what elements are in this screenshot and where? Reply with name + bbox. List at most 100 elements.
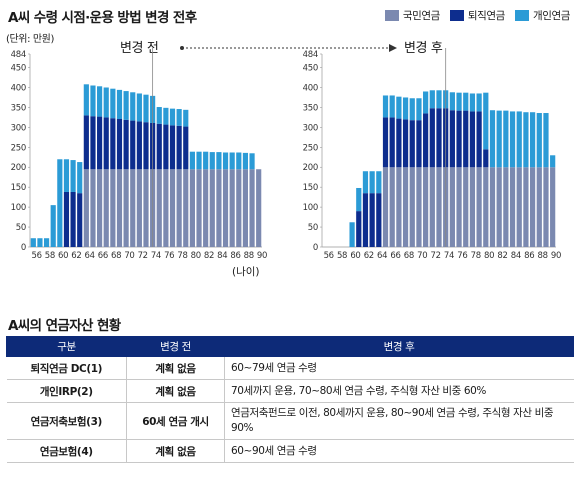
bar-segment <box>516 167 522 247</box>
bar-segment <box>203 169 209 247</box>
bar-segment <box>543 167 549 247</box>
bar-segment <box>176 125 182 170</box>
bar-segment <box>136 121 142 170</box>
bar-segment <box>416 167 422 247</box>
bar-segment <box>483 167 489 247</box>
bar-segment <box>37 238 43 247</box>
bar-segment <box>183 126 189 170</box>
bar-segment <box>449 110 455 168</box>
bar-segment <box>103 87 109 118</box>
row-after: 60~79세 연금 수령 <box>224 356 574 380</box>
x-tick-label: 82 <box>204 251 214 261</box>
row-name: 퇴직연금 DC(1) <box>6 356 127 380</box>
bar-segment <box>376 193 382 247</box>
y-tick-label: 150 <box>303 183 318 193</box>
x-tick-label: 76 <box>164 251 174 261</box>
x-tick-label: 84 <box>217 251 227 261</box>
row-after: 70세까지 운용, 70~80세 연금 수령, 주식형 자산 비중 60% <box>224 379 574 403</box>
row-before: 계획 없음 <box>126 356 225 380</box>
bar-segment <box>236 169 242 247</box>
bar-segment <box>156 123 162 170</box>
row-before: 계획 없음 <box>126 439 225 463</box>
bar-segment <box>382 117 389 168</box>
bar-segment <box>396 118 402 168</box>
x-tick-label: 90 <box>257 251 267 261</box>
y-tick-label: 0 <box>21 243 26 253</box>
legend-swatch-retirement <box>449 10 464 21</box>
x-tick-label: 64 <box>85 251 95 261</box>
x-tick-label: 88 <box>538 251 548 261</box>
x-tick-label: 68 <box>111 251 121 261</box>
legend-label-retirement: 퇴직연금 <box>467 10 505 22</box>
bar-segment <box>423 167 429 247</box>
bar-segment <box>70 160 76 192</box>
x-tick-label: 58 <box>337 251 347 261</box>
x-tick-label: 62 <box>364 251 374 261</box>
y-tick-label: 350 <box>11 103 26 113</box>
y-tick-label: 350 <box>303 103 318 113</box>
bar-segment <box>70 191 76 247</box>
bar-segment <box>409 167 415 247</box>
bar-segment <box>110 169 116 247</box>
bar-segment <box>436 167 442 247</box>
bar-segment <box>463 110 469 168</box>
bar-segment <box>496 167 502 247</box>
y-tick-label: 400 <box>303 83 318 93</box>
x-tick-label: 76 <box>457 251 467 261</box>
bar-segment <box>90 116 96 170</box>
x-tick-label: 64 <box>377 251 387 261</box>
bar-segment <box>196 151 202 170</box>
bar-segment <box>83 115 89 170</box>
pension-table: 구분 변경 전 변경 후 퇴직연금 DC(1) 계획 없음 60~79세 연금 … <box>6 336 574 463</box>
bar-segment <box>456 92 462 111</box>
bar-segment <box>222 152 229 170</box>
row-name: 연금보험(4) <box>6 439 127 463</box>
bar-segment <box>376 171 382 194</box>
x-tick-label: 90 <box>551 251 561 261</box>
bar-segment <box>242 169 249 247</box>
header-after: 변경 후 <box>224 336 574 357</box>
y-tick-label: 484 <box>303 50 318 60</box>
bar-segment <box>97 86 103 117</box>
x-tick-label: 74 <box>151 251 161 261</box>
bar-segment <box>242 152 249 170</box>
table-row: 개인IRP(2) 계획 없음 70세까지 운용, 70~80세 연금 수령, 주… <box>6 379 574 403</box>
bar-segment <box>103 117 109 170</box>
bar-segment <box>423 113 429 168</box>
legend-label-national: 국민연금 <box>402 10 440 22</box>
bar-segment <box>163 107 169 125</box>
bar-segment <box>256 169 262 247</box>
arrow-icon <box>180 44 397 52</box>
bar-segment <box>423 91 429 114</box>
bar-segment <box>476 167 482 247</box>
before-label: 변경 전 <box>120 41 159 56</box>
bar-segment <box>429 90 435 109</box>
y-tick-label: 50 <box>16 223 26 233</box>
bar-segment <box>463 167 469 247</box>
bar-segment <box>249 153 255 170</box>
bar-segment <box>116 118 123 170</box>
bar-segment <box>369 171 375 194</box>
bar-segment <box>116 89 123 119</box>
bar-segment <box>90 85 96 117</box>
bar-segment <box>156 169 162 247</box>
bar-segment <box>536 167 542 247</box>
bar-segment <box>529 167 536 247</box>
legend-swatch-personal <box>514 10 529 21</box>
x-tick-label: 88 <box>244 251 254 261</box>
bar-segment <box>209 169 215 247</box>
bar-segment <box>349 222 355 247</box>
bar-segment <box>110 88 116 119</box>
bar-segment <box>550 167 556 247</box>
row-before: 계획 없음 <box>126 379 225 403</box>
bar-segment <box>176 169 182 247</box>
bar-segment <box>536 113 542 168</box>
bar-segment <box>489 167 496 247</box>
bar-segment <box>97 169 103 247</box>
bar-segment <box>429 167 435 247</box>
row-name: 연금저축보험(3) <box>6 402 127 440</box>
bar-segment <box>382 95 389 118</box>
x-tick-label: 56 <box>324 251 334 261</box>
bar-segment <box>543 113 549 168</box>
bar-segment <box>402 167 409 247</box>
